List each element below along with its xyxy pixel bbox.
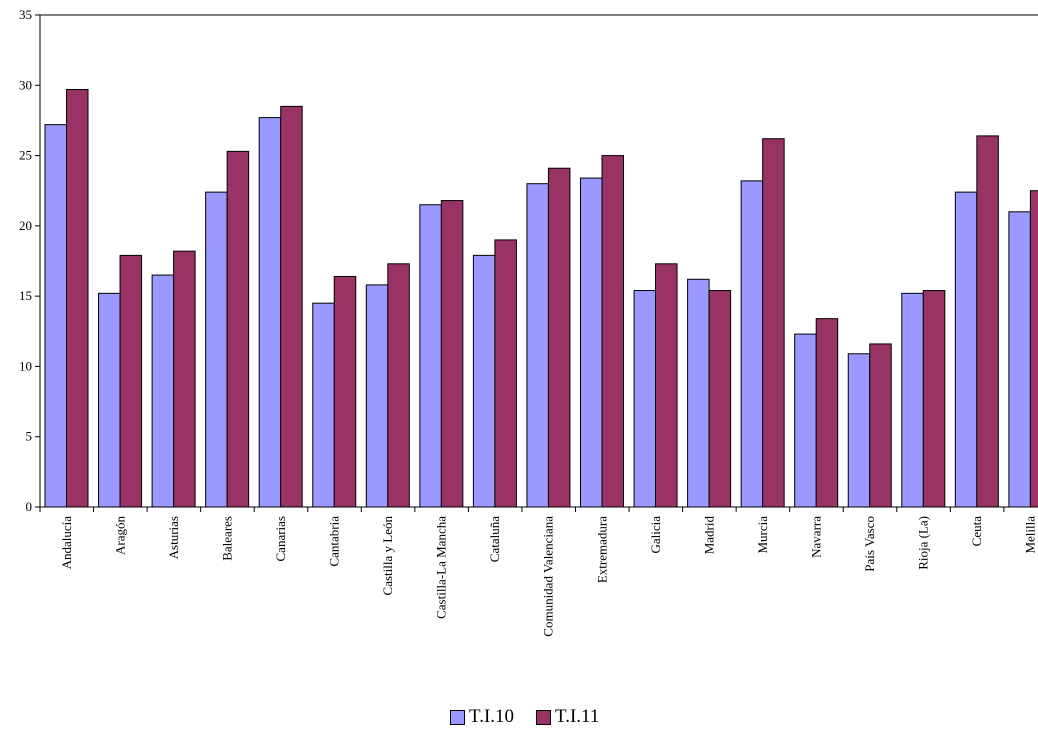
legend-swatch-ti11	[536, 709, 552, 725]
bar-ti10	[954, 191, 978, 508]
category-label: País Vasco	[862, 516, 877, 572]
bar-ti11	[1029, 190, 1038, 508]
category-label: Madrid	[701, 516, 716, 555]
bar-ti11	[655, 263, 678, 508]
bar-ti11	[280, 105, 303, 508]
bar-ti11	[226, 150, 250, 508]
bar-ti10	[633, 290, 657, 508]
y-axis: 0 5 10 15 20 25 30 35	[19, 7, 1038, 514]
category-label: Castilla y León	[380, 516, 395, 596]
category-label: Extremadura	[594, 516, 609, 583]
bar-ti10	[687, 278, 710, 508]
category-label: Canarias	[273, 516, 288, 561]
bar-ti10	[580, 177, 603, 508]
legend-swatch-ti10	[450, 709, 465, 725]
y-tick-label: 15	[19, 288, 32, 303]
x-axis	[39, 506, 1038, 512]
bar-ti10	[419, 204, 442, 508]
category-label: Galicia	[648, 516, 663, 554]
bar-ti10	[258, 117, 282, 508]
bar-ti11	[815, 318, 839, 508]
category-label: Ceuta	[969, 516, 984, 547]
bar-ti10	[901, 292, 924, 508]
category-label: Murcia	[755, 516, 770, 554]
bar-ti10	[44, 124, 67, 508]
legend: T.I.10 T.I.11	[450, 706, 621, 728]
bar-ti11	[494, 239, 517, 508]
bars	[44, 89, 1038, 508]
y-tick-label: 30	[19, 77, 32, 92]
category-label: Cataluña	[487, 516, 502, 562]
y-tick-label: 10	[19, 358, 32, 373]
bar-ti10	[526, 183, 549, 508]
bar-ti11	[119, 254, 143, 508]
category-label: Navarra	[808, 516, 823, 558]
y-tick-label: 35	[19, 7, 32, 22]
legend-label-ti10: T.I.10	[469, 706, 515, 727]
y-tick-label: 20	[19, 218, 32, 233]
legend-item-ti11: T.I.11	[536, 706, 599, 728]
bar-ti10	[205, 191, 228, 508]
category-label: Castilla-La Mancha	[434, 516, 449, 619]
bar-ti10	[365, 284, 389, 508]
bar-ti11	[66, 89, 89, 508]
category-label: Rioja (La)	[916, 516, 931, 570]
y-tick-label: 0	[26, 499, 33, 514]
bar-ti11	[333, 275, 357, 508]
bar-ti10	[98, 292, 121, 508]
bar-ti11	[440, 200, 464, 508]
category-label: Comunidad Valenciana	[541, 516, 556, 637]
bar-ti11	[547, 167, 571, 508]
category-label: Andalucía	[59, 516, 74, 570]
bar-ti11	[708, 290, 732, 508]
bar-ti10	[847, 353, 871, 508]
bar-ti11	[869, 343, 892, 508]
category-label: Asturias	[166, 516, 181, 559]
bar-ti11	[173, 250, 196, 508]
bar-ti11	[387, 263, 410, 508]
bar-ti11	[976, 135, 999, 508]
bar-ti10	[1008, 211, 1031, 508]
y-tick-label: 5	[26, 429, 33, 444]
y-tick-label: 25	[19, 148, 32, 163]
bar-ti10	[151, 274, 175, 508]
category-label: Melilla	[1023, 516, 1038, 554]
bar-ti11	[601, 155, 624, 508]
category-label: Cantabria	[327, 516, 342, 567]
bar-ti10	[312, 302, 335, 508]
bar-ti11	[762, 138, 785, 508]
legend-item-ti10: T.I.10	[450, 706, 514, 728]
legend-label-ti11: T.I.11	[555, 706, 600, 727]
bar-ti11	[922, 290, 946, 508]
category-label: Aragón	[112, 516, 127, 555]
category-label: Baleares	[219, 516, 234, 561]
bar-ti10	[740, 180, 764, 508]
bar-ti10	[472, 254, 496, 508]
bar-ti10	[794, 333, 817, 508]
category-labels: Andalucía Aragón Asturias Baleares Canarias C…	[59, 516, 1038, 637]
